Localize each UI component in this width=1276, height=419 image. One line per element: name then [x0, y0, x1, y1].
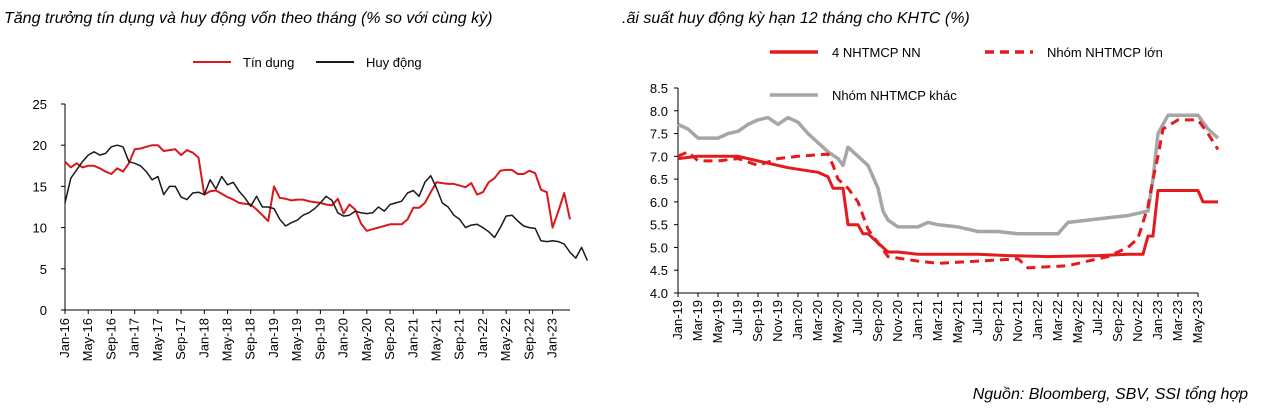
chart1-x-tick-label: May-22	[498, 318, 513, 361]
chart2-x-tick-label: Sep-22	[1110, 300, 1125, 342]
chart1-x-tick-label: May-18	[220, 318, 235, 361]
chart1-x-tick-label: May-16	[80, 318, 95, 361]
chart2-x-tick-label: Mar-20	[810, 300, 825, 341]
chart2-legend-label: 4 NHTMCP NN	[832, 45, 921, 60]
chart1-x-tick-label: Sep-18	[243, 318, 258, 360]
chart2-x-tick-label: Jul-20	[850, 300, 865, 335]
chart1-y-tick-label: 20	[33, 138, 47, 153]
chart2-y-tick-label: 4.0	[650, 286, 668, 301]
chart1-x-tick-label: Sep-19	[312, 318, 327, 360]
chart1-x-tick-label: May-21	[428, 318, 443, 361]
chart2-legend-label: Nhóm NHTMCP khác	[832, 88, 957, 103]
chart1-x-tick-label: Jan-20	[336, 318, 351, 358]
chart1-x-tick-label: Jan-18	[196, 318, 211, 358]
chart2-y-tick-label: 6.0	[650, 195, 668, 210]
chart2-series-line-nhom-khac	[677, 113, 1220, 236]
chart2-series-line-nhom-lon	[677, 118, 1220, 270]
chart2-y-tick-label: 5.0	[650, 240, 668, 255]
chart2-x-tick-label: May-22	[1070, 300, 1085, 343]
chart2-x-tick-label: Jan-21	[910, 300, 925, 340]
chart2-y-tick-label: 8.5	[650, 81, 668, 96]
chart1-y-tick-label: 10	[33, 221, 47, 236]
chart2-x-tick-label: Mar-21	[930, 300, 945, 341]
chart2-x-tick-label: May-20	[830, 300, 845, 343]
chart1-x-tick-label: Jan-21	[405, 318, 420, 358]
chart1-x-tick-label: Sep-22	[521, 318, 536, 360]
chart2-x-tick-label: Jan-20	[790, 300, 805, 340]
chart2-x-tick-label: May-21	[950, 300, 965, 343]
chart2-x-tick-label: May-19	[710, 300, 725, 343]
chart2-y-tick-label: 4.5	[650, 263, 668, 278]
chart2-x-tick-label: Nov-21	[1010, 300, 1025, 342]
chart2-legend-label: Nhóm NHTMCP lớn	[1047, 45, 1163, 60]
chart2-y-tick-label: 7.0	[650, 149, 668, 164]
chart2-y-tick-label: 5.5	[650, 218, 668, 233]
chart1-title: Tăng trưởng tín dụng và huy động vốn the…	[4, 10, 493, 27]
chart1-x-tick-label: Jan-17	[127, 318, 142, 358]
chart2-x-tick-label: Nov-20	[890, 300, 905, 342]
chart1-y-tick-label: 15	[33, 179, 47, 194]
chart1-series-line-huy-dong	[64, 144, 589, 261]
chart2-x-tick-label: Nov-19	[770, 300, 785, 342]
chart2-x-tick-label: Mar-23	[1170, 300, 1185, 341]
chart2-x-tick-label: Sep-20	[870, 300, 885, 342]
chart2-x-tick-label: Nov-22	[1130, 300, 1145, 342]
chart1-x-tick-label: Sep-16	[103, 318, 118, 360]
chart2-x-tick-label: Mar-22	[1050, 300, 1065, 341]
chart1-x-tick-label: Jan-16	[57, 318, 72, 358]
chart1-y-tick-label: 25	[33, 97, 47, 112]
chart2-x-tick-label: Sep-19	[750, 300, 765, 342]
chart1-x-tick-label: May-19	[289, 318, 304, 361]
chart2-series-line-4-nhtmcp-nn	[677, 154, 1218, 259]
chart2-title: .ãi suất huy động kỳ hạn 12 tháng cho KH…	[622, 10, 970, 27]
chart1-x-tick-label: Sep-20	[382, 318, 397, 360]
chart1-x-tick-label: Jan-22	[475, 318, 490, 358]
chart1-x-tick-label: Jan-23	[545, 318, 560, 358]
chart2-x-tick-label: Mar-19	[690, 300, 705, 341]
chart2-x-tick-label: May-23	[1190, 300, 1205, 343]
chart2-x-tick-label: Sep-21	[990, 300, 1005, 342]
chart1-series-line-tin-dung	[64, 144, 571, 232]
chart1-y-tick-label: 5	[40, 262, 47, 277]
chart2-y-tick-label: 6.5	[650, 172, 668, 187]
chart1-legend-label: Tín dụng	[243, 55, 294, 70]
chart1-x-tick-label: May-20	[359, 318, 374, 361]
chart2-y-tick-label: 7.5	[650, 127, 668, 142]
chart1-legend-label: Huy động	[366, 55, 422, 70]
chart1-x-tick-label: May-17	[150, 318, 165, 361]
chart2-x-tick-label: Jul-21	[970, 300, 985, 335]
chart1-y-tick-label: 0	[40, 303, 47, 318]
chart2-x-tick-label: Jan-23	[1150, 300, 1165, 340]
chart1-x-tick-label: Sep-21	[452, 318, 467, 360]
chart2-y-tick-label: 8.0	[650, 104, 668, 119]
chart2-x-tick-label: Jan-22	[1030, 300, 1045, 340]
credit-deposit-growth-chart: 0 5 10 15 20 25 Jan-16 May-16 Sep-16 Jan-17 May-17…	[33, 55, 589, 361]
chart2-x-tick-label: Jul-19	[730, 300, 745, 335]
deposit-rate-chart: 4.0 4.5 5.0 5.5 6.0 6.5 7.0 7.5 8.0 8.5 Jan-19 Mar-…	[650, 45, 1220, 343]
chart1-x-tick-label: Jan-19	[266, 318, 281, 358]
chart2-x-tick-label: Jan-19	[670, 300, 685, 340]
chart2-x-tick-label: Jul-22	[1090, 300, 1105, 335]
source-note: Nguồn: Bloomberg, SBV, SSI tổng hợp	[972, 386, 1248, 403]
chart1-x-tick-label: Sep-17	[173, 318, 188, 360]
